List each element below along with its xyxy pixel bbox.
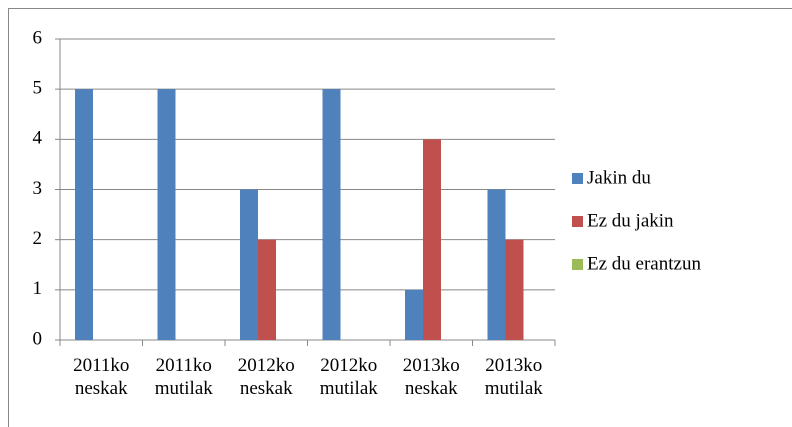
legend-label: Ez du erantzun — [587, 253, 701, 274]
y-tick-label: 6 — [33, 27, 43, 48]
y-tick-label: 0 — [33, 328, 43, 349]
legend-swatch — [572, 173, 583, 184]
bar — [75, 89, 93, 341]
x-tick-label: 2013ko mutilak — [484, 355, 543, 399]
x-tick-label: 2013ko neskak — [402, 355, 460, 399]
bar — [405, 289, 423, 340]
bar — [157, 89, 176, 341]
x-tick-label: 2012ko neskak — [237, 355, 295, 399]
x-tick-label: 2011ko neskak — [73, 355, 130, 399]
legend-swatch — [572, 259, 583, 270]
y-tick-label: 3 — [33, 178, 43, 199]
legend-label: Jakin du — [587, 167, 651, 188]
y-tick-label: 4 — [33, 128, 43, 149]
chart-frame — [8, 8, 792, 427]
y-tick-label: 1 — [33, 278, 43, 299]
x-tick-label: 2011ko mutilak — [154, 355, 213, 399]
bar — [240, 189, 258, 340]
y-tick-label: 2 — [33, 228, 43, 249]
x-tick-label: 2012ko mutilak — [319, 355, 378, 399]
y-tick-label: 5 — [33, 78, 43, 99]
bar — [423, 139, 441, 340]
legend-label: Ez du jakin — [587, 210, 674, 231]
legend-swatch — [572, 216, 583, 227]
bar — [258, 239, 276, 340]
bar — [487, 189, 506, 340]
bar — [505, 239, 524, 340]
bar — [322, 89, 341, 341]
